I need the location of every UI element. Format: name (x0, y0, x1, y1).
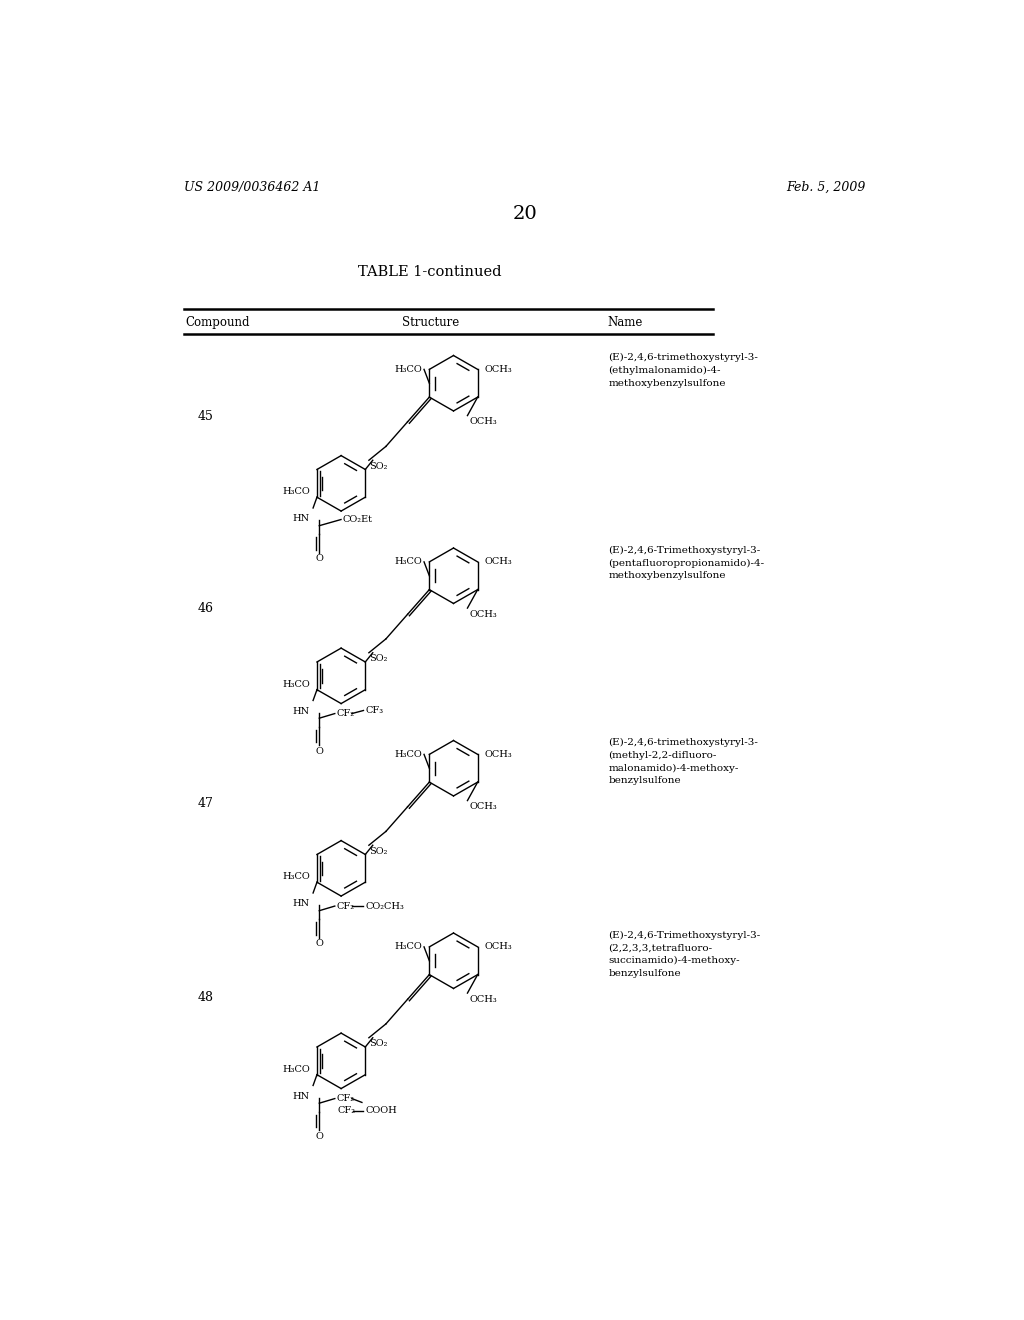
Text: CO₂CH₃: CO₂CH₃ (365, 902, 403, 911)
Text: COOH: COOH (365, 1106, 396, 1115)
Text: OCH₃: OCH₃ (469, 417, 497, 426)
Text: H₃CO: H₃CO (283, 680, 310, 689)
Text: 46: 46 (198, 602, 213, 615)
Text: OCH₃: OCH₃ (484, 942, 512, 952)
Text: O: O (315, 554, 324, 564)
Text: CF₂: CF₂ (336, 1094, 354, 1104)
Text: OCH₃: OCH₃ (484, 557, 512, 566)
Text: SO₂: SO₂ (369, 655, 387, 663)
Text: 48: 48 (198, 991, 213, 1005)
Text: TABLE 1-continued: TABLE 1-continued (358, 265, 502, 280)
Text: H₃CO: H₃CO (283, 873, 310, 882)
Text: 20: 20 (512, 205, 538, 223)
Text: CF₂: CF₂ (336, 902, 354, 911)
Text: Compound: Compound (185, 315, 250, 329)
Text: CF₃: CF₃ (365, 706, 383, 715)
Text: 45: 45 (198, 409, 213, 422)
Text: OCH₃: OCH₃ (469, 610, 497, 619)
Text: H₃CO: H₃CO (283, 1065, 310, 1073)
Text: HN: HN (293, 1092, 310, 1101)
Text: (E)-2,4,6-Trimethoxystyryl-3-
(2,2,3,3,tetrafluoro-
succinamido)-4-methoxy-
benz: (E)-2,4,6-Trimethoxystyryl-3- (2,2,3,3,t… (608, 931, 761, 978)
Text: (E)-2,4,6-trimethoxystyryl-3-
(ethylmalonamido)-4-
methoxybenzylsulfone: (E)-2,4,6-trimethoxystyryl-3- (ethylmalo… (608, 354, 759, 388)
Text: (E)-2,4,6-trimethoxystyryl-3-
(methyl-2,2-difluoro-
malonamido)-4-methoxy-
benzy: (E)-2,4,6-trimethoxystyryl-3- (methyl-2,… (608, 738, 759, 785)
Text: Feb. 5, 2009: Feb. 5, 2009 (786, 181, 866, 194)
Text: Name: Name (607, 315, 642, 329)
Text: SO₂: SO₂ (369, 1039, 387, 1048)
Text: H₃CO: H₃CO (394, 750, 423, 759)
Text: O: O (315, 747, 324, 755)
Text: (E)-2,4,6-Trimethoxystyryl-3-
(pentafluoropropionamido)-4-
methoxybenzylsulfone: (E)-2,4,6-Trimethoxystyryl-3- (pentafluo… (608, 545, 765, 579)
Text: O: O (315, 1131, 324, 1140)
Text: OCH₃: OCH₃ (469, 995, 497, 1003)
Text: HN: HN (293, 706, 310, 715)
Text: HN: HN (293, 899, 310, 908)
Text: Structure: Structure (401, 315, 459, 329)
Text: O: O (315, 940, 324, 948)
Text: CF₂: CF₂ (338, 1106, 356, 1115)
Text: OCH₃: OCH₃ (469, 803, 497, 810)
Text: H₃CO: H₃CO (283, 487, 310, 496)
Text: HN: HN (293, 515, 310, 523)
Text: CF₂: CF₂ (336, 709, 354, 718)
Text: SO₂: SO₂ (369, 847, 387, 855)
Text: H₃CO: H₃CO (394, 364, 423, 374)
Text: OCH₃: OCH₃ (484, 364, 512, 374)
Text: OCH₃: OCH₃ (484, 750, 512, 759)
Text: CO₂Et: CO₂Et (343, 515, 373, 524)
Text: SO₂: SO₂ (369, 462, 387, 471)
Text: US 2009/0036462 A1: US 2009/0036462 A1 (183, 181, 321, 194)
Text: H₃CO: H₃CO (394, 557, 423, 566)
Text: 47: 47 (198, 797, 213, 810)
Text: H₃CO: H₃CO (394, 942, 423, 952)
